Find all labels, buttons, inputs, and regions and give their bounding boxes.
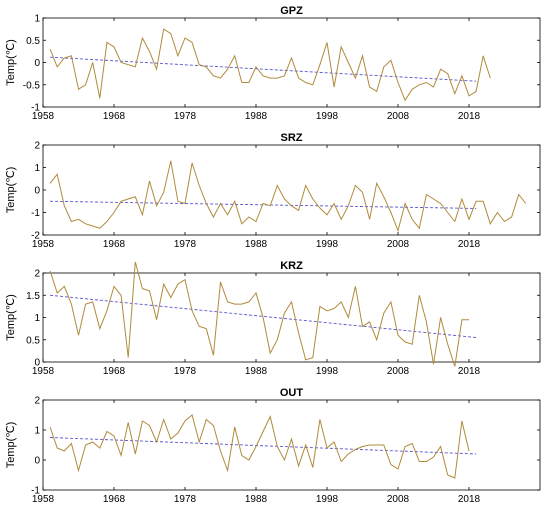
x-tick-label: 1968 bbox=[103, 366, 126, 377]
panel-title: SRZ bbox=[281, 132, 303, 144]
x-tick-label: 1988 bbox=[245, 111, 268, 122]
chart-panel-gpz: GPZ Temp(℃) 1958 1968 1978 1988 1998 2008 2018 -1… bbox=[5, 5, 541, 122]
y-tick-label: -2 bbox=[31, 231, 40, 242]
x-tick-label: 2008 bbox=[387, 239, 410, 250]
y-tick-label: 1 bbox=[34, 313, 40, 324]
x-tick-label: 1998 bbox=[316, 494, 339, 505]
x-tick-label: 1958 bbox=[32, 494, 55, 505]
x-tick-label: 1998 bbox=[316, 111, 339, 122]
plot-frame bbox=[42, 17, 541, 108]
y-tick-label: 0.5 bbox=[26, 335, 40, 346]
x-tick-label: 1958 bbox=[32, 111, 55, 122]
x-tick-label: 1968 bbox=[103, 239, 126, 250]
x-tick-label: 2008 bbox=[387, 366, 410, 377]
x-tick-label: 2008 bbox=[387, 111, 410, 122]
trend-line bbox=[50, 200, 477, 209]
plot-frame bbox=[42, 144, 541, 236]
x-tick-label: 1988 bbox=[245, 239, 268, 250]
x-tick-label: 2018 bbox=[458, 111, 481, 122]
temperature-series-line bbox=[49, 28, 491, 102]
y-tick-label: 1.5 bbox=[26, 291, 40, 302]
trend-line bbox=[50, 437, 477, 455]
y-tick-label: 0.5 bbox=[26, 36, 40, 47]
y-tick-label: 1 bbox=[34, 163, 40, 174]
y-tick-label: 2 bbox=[34, 141, 40, 152]
y-tick-label: 1 bbox=[34, 426, 40, 437]
panel-title: GPZ bbox=[280, 5, 303, 17]
y-tick-label: 0 bbox=[34, 58, 40, 69]
x-tick-label: 1968 bbox=[103, 111, 126, 122]
x-tick-label: 2018 bbox=[458, 239, 481, 250]
x-tick-label: 1978 bbox=[174, 494, 197, 505]
temperature-series-line bbox=[49, 414, 470, 479]
x-tick-label: 1958 bbox=[32, 366, 55, 377]
y-tick-label: -1 bbox=[31, 486, 40, 497]
chart-panel-krz: KRZ Temp(℃) 1958 1968 1978 1988 1998 2008 2018 0 0… bbox=[5, 260, 541, 377]
x-tick-label: 1998 bbox=[316, 239, 339, 250]
plot-frame bbox=[42, 399, 541, 491]
temperature-series-line bbox=[49, 160, 527, 233]
chart-panel-out: OUT Temp(℃) 1958 1968 1978 1988 1998 2008 2018 -1… bbox=[5, 387, 541, 505]
x-tick-label: 1978 bbox=[174, 366, 197, 377]
y-axis-label: Temp(℃) bbox=[5, 422, 17, 469]
y-tick-label: -1 bbox=[31, 103, 40, 114]
y-tick-label: -1 bbox=[31, 208, 40, 219]
x-tick-label: 2018 bbox=[458, 494, 481, 505]
x-tick-label: 2008 bbox=[387, 494, 410, 505]
y-tick-label: 0 bbox=[34, 456, 40, 467]
x-tick-label: 1968 bbox=[103, 494, 126, 505]
y-tick-label: 0 bbox=[34, 358, 40, 369]
temperature-series-line bbox=[49, 261, 469, 367]
x-tick-label: 1988 bbox=[245, 366, 268, 377]
y-tick-label: 2 bbox=[34, 396, 40, 407]
y-axis-label: Temp(℃) bbox=[5, 39, 17, 86]
x-tick-label: 1988 bbox=[245, 494, 268, 505]
y-tick-label: -0.5 bbox=[23, 80, 41, 91]
y-tick-label: 1 bbox=[34, 14, 40, 25]
y-tick-label: 2 bbox=[34, 269, 40, 280]
x-tick-label: 1978 bbox=[174, 111, 197, 122]
x-tick-label: 1978 bbox=[174, 239, 197, 250]
panel-title: OUT bbox=[280, 387, 304, 399]
panel-title: KRZ bbox=[280, 260, 303, 272]
y-axis-label: Temp(℃) bbox=[5, 294, 17, 341]
plot-frame bbox=[42, 272, 541, 363]
trend-line bbox=[50, 56, 477, 82]
x-tick-label: 1958 bbox=[32, 239, 55, 250]
x-tick-label: 1998 bbox=[316, 366, 339, 377]
chart-panel-srz: SRZ Temp(℃) 1958 1968 1978 1988 1998 2008 2018 -2… bbox=[5, 132, 541, 250]
trend-line bbox=[50, 294, 477, 338]
x-tick-label: 2018 bbox=[458, 366, 481, 377]
y-tick-label: 0 bbox=[34, 186, 40, 197]
y-axis-label: Temp(℃) bbox=[5, 167, 17, 214]
